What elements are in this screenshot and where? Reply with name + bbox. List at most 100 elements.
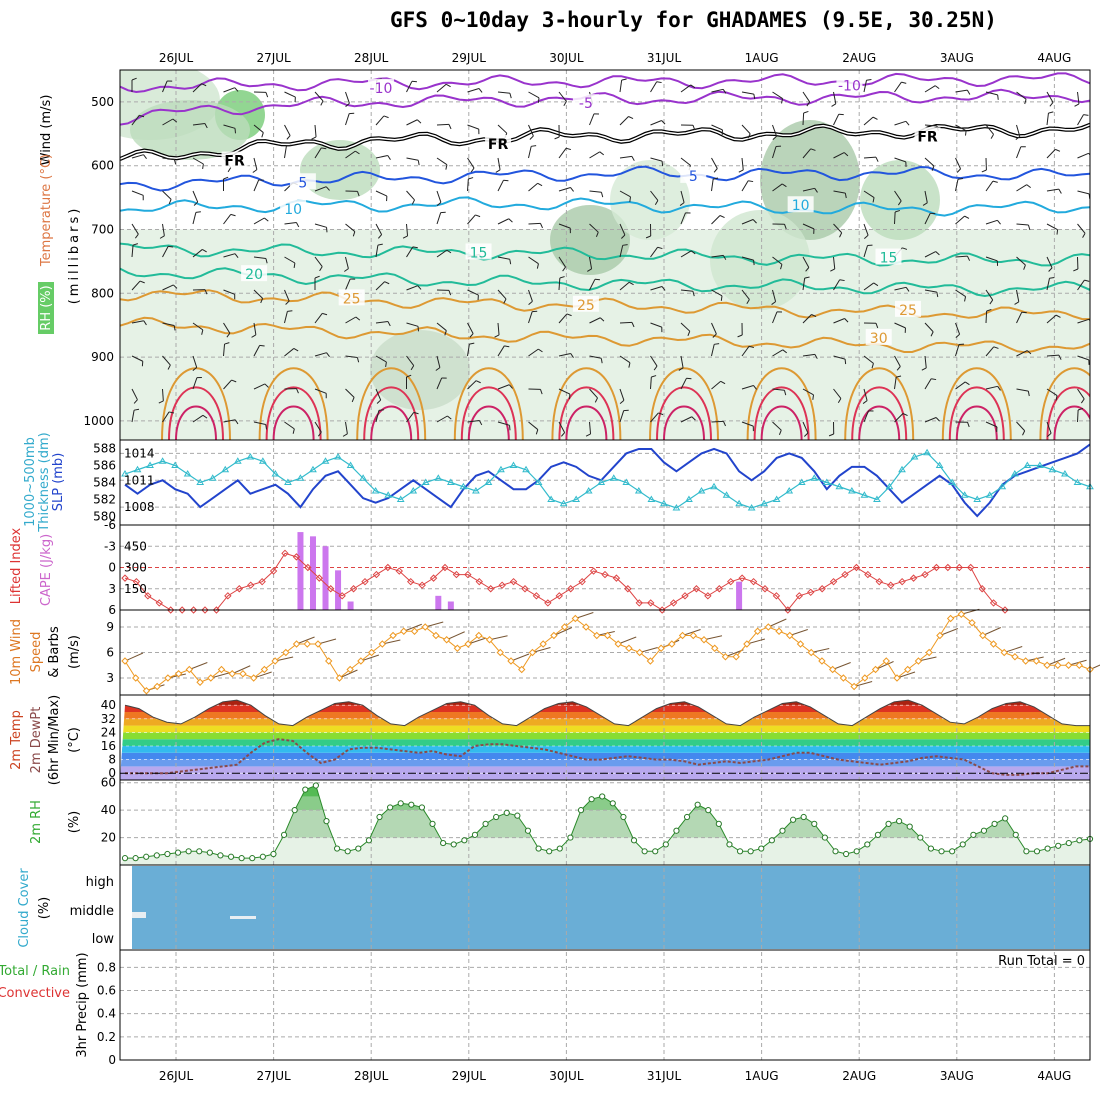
isotherm-30 [120,316,1090,354]
wind10-point [700,636,708,644]
wind-barb-flag [935,417,940,422]
rh2m-point [864,841,871,848]
rh2m-point [355,845,362,852]
wind-barb-flag [771,301,776,305]
rh2m-point [217,852,224,859]
wind-barbs-upper [131,77,1090,437]
wind-barb-flag [747,133,751,139]
wind-barb-flag [780,264,783,270]
wind10-point [528,648,537,657]
wind-barb [467,380,477,390]
wind10-point [303,640,311,648]
rh2m-point [429,820,436,827]
wind-barb-flag [810,148,816,151]
wind-barb-flag [559,276,565,279]
wind-barb [436,355,441,368]
wind-barb [1077,190,1090,195]
axis-label-1000-500: 1000~500mb [23,437,38,527]
wind10-point [936,631,944,640]
rh2m-point [556,845,563,852]
precip-tick-label: 0 [108,1053,116,1067]
thickness-point [371,487,380,494]
temp-color-band [120,718,1090,726]
wind-barb-flag [989,299,994,305]
thickness-point [146,461,154,468]
wind-barb-flag [905,120,910,126]
axis-label-temp-units: (°C) [67,727,82,753]
wind10-point [593,631,601,640]
thickness-point [1061,470,1069,477]
li-point [852,563,861,572]
li-point [132,577,141,586]
wind10-point [314,640,322,648]
rh-blob [610,160,690,240]
wind-barb [802,112,805,126]
wind-barb-flag [322,312,328,316]
rh2m-point [991,820,998,827]
wind-barb-flag [997,94,999,100]
wind-barb-flag [509,93,512,99]
wind10-point [453,644,462,652]
li-point [532,592,541,600]
wind-barb-flag [201,329,204,335]
rh2m-point [546,848,553,855]
pressure-tick-label: 1000 [83,414,114,428]
wind-barb-flag [902,247,908,250]
wind-barb [741,345,750,357]
li-point [258,577,266,586]
wind-barb [985,219,998,225]
wind-barb-flag [931,165,935,171]
chart-title: GFS 0~10day 3-hourly for GHADAMES (9.5E,… [390,8,997,32]
cape-bar [447,601,454,610]
wind10-point [496,648,504,657]
wind-barb [863,245,868,258]
wind-barb [558,223,571,229]
contour-label-bg [280,200,307,217]
bl-arch [467,405,510,440]
run-total: Run Total = 0 [998,954,1085,969]
wind-barb [345,256,349,269]
precip-tick-label: 0.2 [97,1030,116,1044]
rh2m-point [524,827,532,834]
wind-barb [192,377,198,390]
li-tick-label: -3 [104,539,116,553]
wind-barb [772,289,777,302]
rh2m-point [779,827,786,834]
wind-barb-flag [814,188,818,193]
cloud-gap [230,916,256,919]
precip-tick-label: 0.4 [97,1007,116,1021]
wind-barb [711,179,714,192]
bl-arch [453,367,524,440]
wind-barb-flag [599,151,605,156]
rh2m-point [726,841,733,848]
li-point [544,599,552,607]
wind-barb-flag [202,249,207,253]
bl-arch [753,386,810,440]
wind-barb [833,113,840,126]
wind10-barb [682,629,701,636]
wind-barb [589,113,595,126]
wind-barb [406,322,419,327]
wind-barb-flag [645,235,651,239]
wind-barb-flag [804,432,809,437]
rh2m-point [450,841,457,848]
isotherm--10 [120,72,1090,94]
wind-barb [833,279,841,291]
wind-barb [528,421,539,430]
wind10-point [260,665,269,674]
li-point [201,606,209,614]
rh2m-point [599,793,606,800]
wind-barb-flag [265,424,268,430]
bl-arch [760,405,803,440]
thickness-point [572,495,581,502]
thickness-point [284,478,292,485]
wind-barb-flag [417,160,420,166]
contour-label: FR [917,129,938,145]
wind-barb [711,254,724,258]
wind-barb [924,85,936,93]
wind-barb-flag [342,433,348,437]
wind-barb [467,124,479,130]
wind-barb [589,256,593,269]
wind-barb [985,346,995,357]
wind10-point [775,627,783,635]
